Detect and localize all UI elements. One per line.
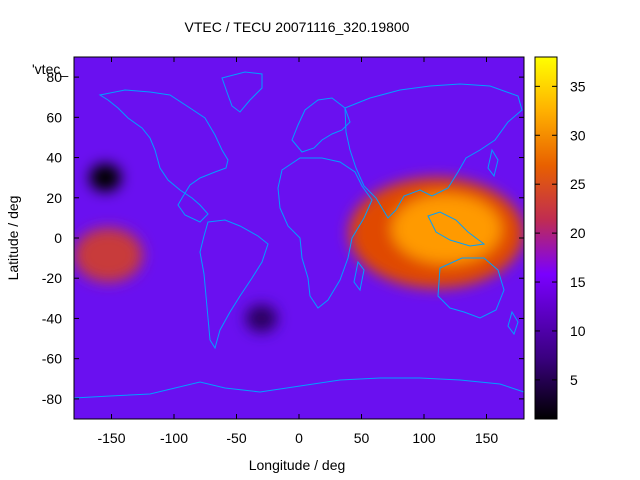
colorbar-tick-label: 30: [570, 127, 586, 143]
colorbar-tick-label: 20: [570, 225, 586, 241]
x-tick-label: -150: [97, 430, 125, 446]
y-tick-label: 40: [46, 150, 62, 166]
plot-area: [74, 57, 524, 419]
colorbar-tick-label: 10: [570, 323, 586, 339]
x-tick-label: 150: [475, 430, 499, 446]
heat-feature-core-0: [391, 194, 502, 264]
y-tick-label: -60: [42, 351, 62, 367]
colorbar-ticks: 5 10 15 20 25 30 35: [535, 78, 586, 388]
y-tick-label: 0: [54, 230, 62, 246]
x-axis-ticks: -150 -100 -50 0 50 100 150: [97, 57, 498, 446]
y-axis-ticks: -80 -60 -40 -20 0 20 40 60 80: [42, 69, 524, 407]
x-tick-label: 50: [354, 430, 370, 446]
heat-feature-2: [89, 163, 122, 192]
colorbar-tick-label: 35: [570, 78, 586, 94]
heatmap-features: [74, 163, 524, 333]
colorbar: [534, 56, 558, 420]
x-tick-label: -50: [226, 430, 246, 446]
y-tick-label: 60: [46, 109, 62, 125]
y-tick-label: -80: [42, 391, 62, 407]
colorbar-tick-label: 5: [570, 372, 578, 388]
x-axis-label: Longitude / deg: [249, 457, 346, 473]
x-tick-label: 0: [295, 430, 303, 446]
x-tick-label: -100: [160, 430, 188, 446]
y-tick-label: 80: [46, 69, 62, 85]
colorbar-tick-label: 15: [570, 274, 586, 290]
heat-feature-3: [245, 304, 278, 333]
y-tick-label: 20: [46, 190, 62, 206]
x-tick-label: 100: [412, 430, 436, 446]
coastline-overlay: [74, 71, 524, 399]
y-tick-label: -20: [42, 270, 62, 286]
y-tick-label: -40: [42, 310, 62, 326]
heat-feature-1: [74, 227, 143, 283]
chart-title: VTEC / TECU 20071116_320.19800: [185, 19, 410, 35]
colorbar-tick-label: 25: [570, 176, 586, 192]
y-axis-label: Latitude / deg: [5, 196, 21, 281]
legend-key-label: 'vtec_: [32, 61, 68, 77]
